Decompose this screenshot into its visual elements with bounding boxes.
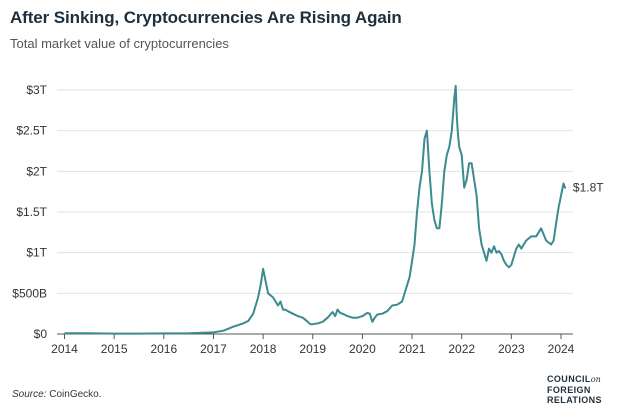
- y-tick-label: $2T: [26, 164, 47, 178]
- logo-line-3: RELATIONS: [547, 395, 602, 405]
- x-tick-label: 2017: [200, 342, 227, 356]
- x-tick-label: 2019: [299, 342, 326, 356]
- x-tick-label: 2024: [548, 342, 575, 356]
- x-tick-label: 2014: [51, 342, 78, 356]
- x-tick-label: 2022: [448, 342, 475, 356]
- y-tick-label: $1.5T: [16, 205, 47, 219]
- x-tick-label: 2020: [349, 342, 376, 356]
- y-tick-label: $0: [34, 327, 48, 341]
- gridlines: [57, 89, 573, 294]
- y-axis-ticks: $0 $500B $1T $1.5T $2T $2.5T $3T: [12, 83, 47, 341]
- x-tick-label: 2018: [250, 342, 277, 356]
- cfr-logo: COUNCILon FOREIGN RELATIONS: [547, 374, 609, 405]
- source-text: CoinGecko.: [49, 389, 102, 400]
- source-label: Source:: [12, 389, 47, 400]
- x-tick-label: 2015: [101, 342, 128, 356]
- x-tick-label: 2016: [150, 342, 177, 356]
- x-axis-ticks: 2014 2015 2016 2017 2018 2019 2020 2021 2022 2023…: [51, 334, 575, 356]
- y-tick-label: $1T: [26, 246, 47, 260]
- series-line-market-value: [64, 84, 566, 335]
- y-tick-label: $2.5T: [16, 124, 47, 138]
- chart-title: After Sinking, Cryptocurrencies Are Risi…: [10, 8, 402, 27]
- end-value-label: $1.8T: [573, 181, 604, 195]
- y-tick-label: $3T: [26, 83, 47, 97]
- x-tick-label: 2021: [399, 342, 426, 356]
- y-tick-label: $500B: [12, 286, 47, 300]
- logo-line-2: FOREIGN: [547, 385, 591, 395]
- source-note: Source: CoinGecko.: [12, 389, 102, 400]
- logo-line-1: COUNCILon: [547, 374, 601, 384]
- x-tick-label: 2023: [498, 342, 525, 356]
- chart-subtitle: Total market value of cryptocurrencies: [10, 36, 229, 51]
